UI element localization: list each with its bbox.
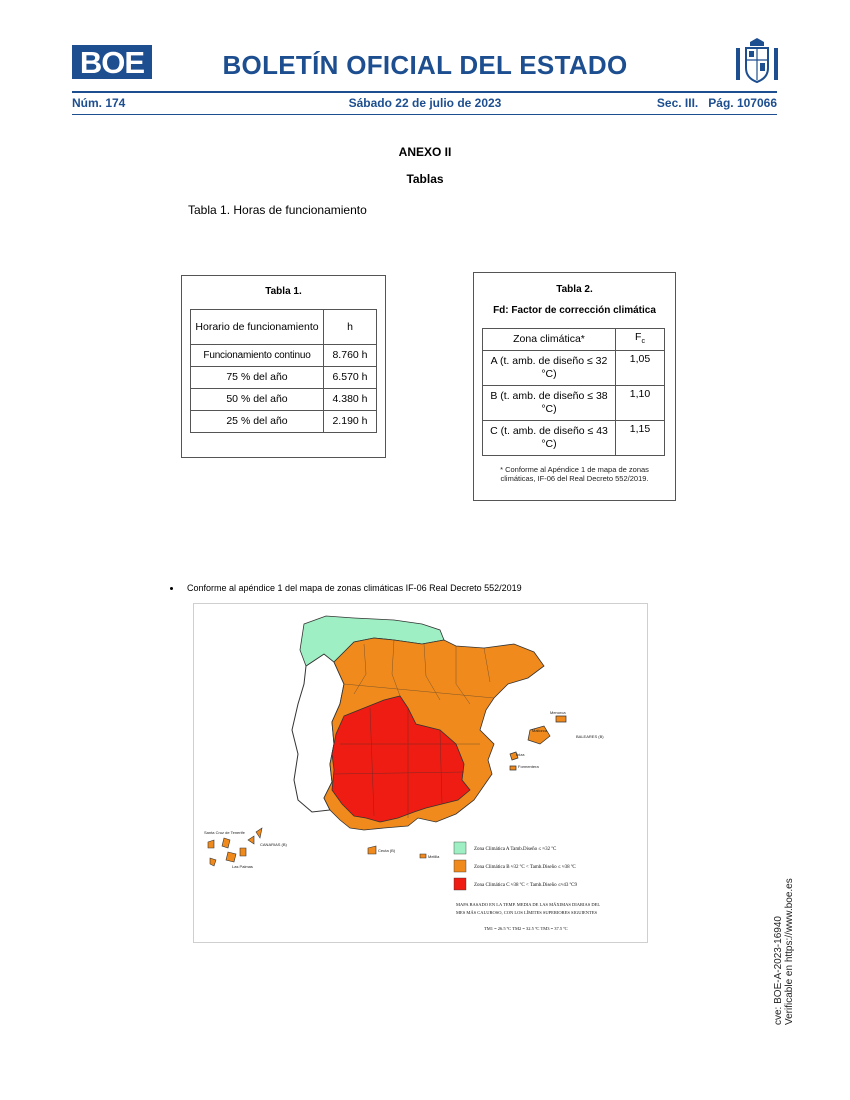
label-mallorca: Mallorca bbox=[532, 728, 548, 733]
header-rule-bottom bbox=[72, 114, 777, 115]
table2: Zona climática* Fc A (t. amb. de diseño … bbox=[482, 327, 665, 457]
table2-cell: 1,05 bbox=[615, 350, 665, 387]
boe-logo-text: BOE bbox=[80, 45, 145, 79]
label-baleares: BALEARES (B) bbox=[576, 734, 604, 739]
table2-fc-symbol: F bbox=[635, 331, 642, 343]
label-ceuta: Ceuta (B) bbox=[378, 848, 396, 853]
table1-header-row: Horario de funcionamiento h bbox=[190, 309, 377, 345]
table2-title: Tabla 2. bbox=[556, 284, 593, 295]
menorca-island bbox=[555, 715, 567, 723]
label-formentera: Formentera bbox=[518, 764, 539, 769]
issue-date: Sábado 22 de julio de 2023 bbox=[348, 96, 502, 110]
table1-cell: 2.190 h bbox=[323, 410, 377, 433]
legend-label-a: Zona Climática A Tamb.Diseño ≤ ≈32 ºC bbox=[474, 846, 557, 852]
page-title: BOLETÍN OFICIAL DEL ESTADO bbox=[222, 50, 628, 80]
table2-col-header-fc: Fc bbox=[615, 327, 665, 352]
melilla bbox=[419, 853, 427, 859]
boe-logo: BOE bbox=[72, 45, 152, 80]
table-row: A (t. amb. de diseño ≤ 32 °C) 1,05 bbox=[482, 350, 665, 387]
mallorca-island bbox=[527, 725, 551, 745]
label-tenerife: Santa Cruz de Tenerife bbox=[204, 830, 246, 835]
table1-col-header: Horario de funcionamiento bbox=[190, 309, 324, 345]
legend-swatch-c bbox=[453, 877, 467, 891]
legend-label-c: Zona Climática C ≈38 ºC < Tamb.Diseño ≤≈… bbox=[474, 882, 578, 888]
table1-cell: 75 % del año bbox=[190, 366, 324, 389]
table2-cell: A (t. amb. de diseño ≤ 32 °C) bbox=[482, 350, 616, 387]
formentera-island bbox=[509, 765, 517, 771]
table-row: 50 % del año 4.380 h bbox=[190, 388, 377, 411]
table1-col-header: h bbox=[323, 309, 377, 345]
table2-subtitle: Fd: Factor de corrección climática bbox=[493, 305, 656, 316]
table1-cell: Funcionamiento continuo bbox=[190, 344, 324, 367]
bullet-icon bbox=[170, 587, 173, 591]
table1: Horario de funcionamiento h Funcionamien… bbox=[190, 309, 377, 433]
table1-cell: 8.760 h bbox=[323, 344, 377, 367]
label-las-palmas: Las Palmas bbox=[232, 864, 253, 869]
map-reference-bullet: Conforme al apéndice 1 del mapa de zonas… bbox=[170, 583, 522, 593]
table1-cell: 25 % del año bbox=[190, 410, 324, 433]
issue-number: Núm. 174 bbox=[72, 96, 126, 110]
map-svg: Menorca Mallorca BALEARES (B) Ibiza Form… bbox=[204, 615, 604, 931]
table1-cell: 6.570 h bbox=[323, 366, 377, 389]
table2-box: Tabla 2. Fd: Factor de corrección climát… bbox=[473, 272, 676, 501]
coat-of-arms-icon bbox=[734, 38, 780, 84]
verification-sidebar: cve: BOE-A-2023-16940 Verificable en htt… bbox=[773, 825, 795, 1025]
table2-note: * Conforme al Apéndice 1 de mapa de zona… bbox=[500, 465, 649, 484]
header-rule bbox=[72, 91, 777, 93]
table1-cell: 4.380 h bbox=[323, 388, 377, 411]
label-melilla: Melilla bbox=[428, 854, 440, 859]
map-footnote-line: MAPA BASADO EN LA TEMP. MEDIA DE LAS MÁX… bbox=[456, 902, 600, 907]
table-row: B (t. amb. de diseño ≤ 38 °C) 1,10 bbox=[482, 385, 665, 422]
table2-cell: 1,10 bbox=[615, 385, 665, 422]
table1-title: Tabla 1. bbox=[265, 286, 302, 297]
map-footnote-line: MES MÁS CALUROSO, CON LOS LÍMITES SUPERI… bbox=[456, 910, 598, 916]
table2-col-header: Zona climática* bbox=[482, 327, 616, 352]
table-caption: Tabla 1. Horas de funcionamiento bbox=[188, 203, 367, 217]
table1-cell: 50 % del año bbox=[190, 388, 324, 411]
cve-code: cve: BOE-A-2023-16940 bbox=[773, 916, 784, 1025]
table1-box: Tabla 1. Horario de funcionamiento h Fun… bbox=[181, 275, 386, 458]
table2-cell: B (t. amb. de diseño ≤ 38 °C) bbox=[482, 385, 616, 422]
map-footnote-line: TM1 = 26.5 ºC TM2 = 32.5 ºC TM3 = 37.5 º… bbox=[484, 926, 568, 931]
table2-fc-subscript: c bbox=[641, 338, 645, 346]
page-number: Pág. 107066 bbox=[708, 96, 777, 110]
canary-islands bbox=[207, 827, 263, 867]
tables-heading: Tablas bbox=[406, 172, 444, 186]
table-row: 25 % del año 2.190 h bbox=[190, 410, 377, 433]
province-borders bbox=[333, 639, 495, 818]
table2-cell: C (t. amb. de diseño ≤ 43 °C) bbox=[482, 420, 616, 457]
table-row: Funcionamiento continuo 8.760 h bbox=[190, 344, 377, 367]
annex-heading: ANEXO II bbox=[398, 145, 452, 159]
label-ibiza: Ibiza bbox=[516, 752, 525, 757]
section-page: Sec. III. Pág. 107066 bbox=[600, 96, 777, 110]
ceuta bbox=[367, 845, 377, 855]
map-legend: Zona Climática A Tamb.Diseño ≤ ≈32 ºC Zo… bbox=[453, 841, 600, 931]
table2-cell: 1,15 bbox=[615, 420, 665, 457]
table-row: C (t. amb. de diseño ≤ 43 °C) 1,15 bbox=[482, 420, 665, 457]
label-canarias: CANARIAS (B) bbox=[260, 842, 288, 847]
verify-url[interactable]: Verificable en https://www.boe.es bbox=[784, 878, 795, 1025]
legend-swatch-b bbox=[453, 859, 467, 873]
bullet-text: Conforme al apéndice 1 del mapa de zonas… bbox=[187, 583, 522, 593]
section-label: Sec. III. bbox=[656, 96, 699, 110]
legend-swatch-a bbox=[453, 841, 467, 855]
climate-zone-map: Menorca Mallorca BALEARES (B) Ibiza Form… bbox=[193, 603, 648, 943]
ibiza-island bbox=[509, 751, 519, 761]
table-row: 75 % del año 6.570 h bbox=[190, 366, 377, 389]
table2-header-row: Zona climática* Fc bbox=[482, 327, 665, 352]
label-menorca: Menorca bbox=[550, 710, 566, 715]
legend-label-b: Zona Climática B ≈32 ºC < Tamb.Diseño ≤ … bbox=[474, 864, 576, 870]
